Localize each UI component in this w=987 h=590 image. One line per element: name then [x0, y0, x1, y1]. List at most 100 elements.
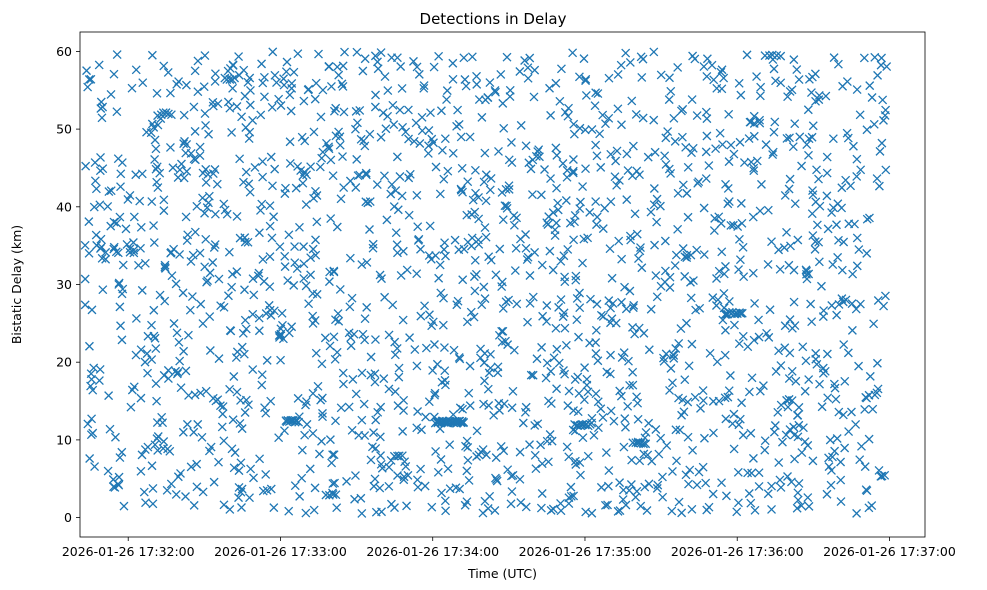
detection-point — [264, 300, 274, 310]
detection-point — [299, 96, 309, 106]
detection-point — [560, 277, 570, 287]
detection-point — [784, 184, 794, 194]
detection-point — [136, 243, 145, 253]
detection-point — [760, 445, 770, 455]
detection-point — [423, 149, 433, 158]
detection-point — [135, 196, 145, 206]
detection-point — [397, 84, 407, 93]
detection-point — [181, 212, 191, 222]
detection-point — [674, 497, 684, 507]
detection-point — [789, 55, 799, 65]
detection-point — [127, 83, 137, 93]
detection-point — [84, 248, 94, 258]
detection-point — [118, 260, 128, 270]
detection-point — [701, 107, 711, 117]
detection-point — [556, 256, 566, 266]
detection-point — [298, 170, 308, 180]
detection-point — [349, 329, 359, 339]
detection-point — [794, 420, 804, 430]
detection-point — [719, 303, 729, 313]
detection-point — [593, 89, 603, 99]
detection-point — [782, 133, 792, 143]
detection-point — [628, 303, 638, 313]
detection-point — [735, 255, 745, 265]
detection-point — [798, 423, 808, 433]
detection-point — [358, 66, 368, 76]
detection-point — [744, 489, 754, 498]
detection-point — [324, 142, 334, 152]
detection-point — [502, 201, 511, 211]
detection-point — [459, 53, 469, 63]
detection-point — [350, 494, 360, 504]
detection-point — [192, 459, 202, 469]
detection-point — [380, 72, 390, 82]
detection-point — [784, 374, 794, 383]
detection-point — [370, 474, 380, 484]
detection-point — [803, 105, 813, 115]
detection-point — [353, 171, 363, 181]
detection-point — [789, 422, 799, 432]
detection-point — [493, 362, 503, 372]
detection-point — [175, 356, 185, 366]
detection-point — [815, 379, 824, 389]
detection-point — [637, 72, 647, 82]
detection-point — [429, 138, 438, 148]
detection-point — [538, 311, 548, 321]
detection-point — [832, 220, 841, 230]
detection-point — [478, 508, 488, 518]
detection-point — [566, 491, 576, 501]
detection-point — [131, 313, 141, 323]
detection-point — [380, 292, 390, 302]
detection-point — [678, 180, 688, 190]
detection-point — [795, 132, 805, 142]
detection-point — [785, 315, 795, 325]
detection-point — [173, 367, 183, 377]
detection-point — [678, 244, 688, 253]
detection-point — [652, 217, 662, 227]
detection-point — [652, 194, 662, 204]
detection-point — [681, 470, 691, 480]
detection-point — [720, 393, 730, 403]
detection-point — [548, 265, 558, 275]
detection-point — [604, 466, 614, 476]
detection-point — [768, 55, 778, 64]
detection-point — [140, 258, 150, 268]
detection-point — [433, 467, 443, 477]
detection-point — [848, 141, 858, 151]
detection-point — [84, 341, 94, 351]
detection-point — [790, 454, 799, 464]
detection-point — [755, 386, 765, 396]
detection-point — [749, 335, 759, 345]
detection-point — [202, 277, 212, 287]
detection-point — [200, 51, 210, 60]
detection-point — [176, 468, 185, 478]
detection-point — [738, 331, 748, 341]
detection-point — [201, 178, 211, 187]
detection-point — [551, 323, 561, 333]
detection-point — [112, 50, 122, 59]
detection-point — [265, 252, 275, 262]
detection-point — [208, 169, 218, 179]
detection-point — [324, 62, 334, 72]
detection-point — [279, 426, 289, 436]
detection-point — [692, 480, 702, 490]
detection-point — [359, 399, 369, 409]
detection-point — [285, 159, 295, 168]
detection-point — [163, 109, 173, 119]
detection-point — [83, 419, 93, 429]
detection-point — [88, 385, 98, 395]
detection-point — [342, 476, 351, 486]
detection-point — [244, 134, 254, 144]
detection-point — [509, 345, 519, 355]
detection-point — [485, 185, 495, 195]
detection-point — [290, 481, 300, 491]
detection-point — [786, 241, 795, 251]
detection-point — [463, 237, 473, 247]
detection-point — [546, 505, 556, 515]
detection-point — [626, 235, 636, 245]
detection-point — [437, 377, 447, 387]
detection-point — [782, 227, 791, 237]
detection-point — [392, 53, 402, 63]
detection-point — [877, 471, 887, 481]
detection-point — [272, 78, 281, 88]
